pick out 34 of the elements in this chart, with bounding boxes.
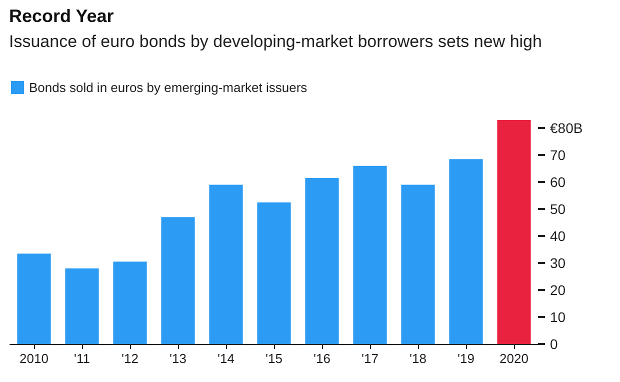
y-tick-label: 30: [550, 255, 566, 272]
bar: [401, 184, 435, 344]
x-tick-label: '12: [122, 351, 138, 366]
y-tick-label: 70: [550, 147, 566, 164]
x-tick-label: '14: [218, 351, 234, 366]
bar: [161, 217, 195, 344]
x-tick-label: '17: [362, 351, 378, 366]
chart-subtitle: Issuance of euro bonds by developing-market borrowers sets new high: [9, 32, 542, 51]
y-tick-label: 50: [550, 201, 566, 218]
bar: [497, 120, 531, 344]
x-tick-label: '15: [266, 351, 282, 366]
x-tick-label: '13: [170, 351, 186, 366]
y-tick-label: 60: [550, 174, 566, 190]
x-tick-label: '11: [74, 351, 90, 366]
bar: [353, 166, 387, 344]
x-tick-label: 2020: [500, 351, 528, 366]
x-tick-label: '19: [458, 351, 474, 366]
y-tick-label: 20: [550, 282, 566, 298]
bar: [257, 202, 291, 344]
y-tick-label: 40: [550, 228, 566, 244]
bar: [209, 184, 243, 344]
y-tick-label: 0: [550, 336, 558, 352]
x-tick-label: '18: [410, 351, 426, 366]
chart-title: Record Year: [9, 6, 114, 26]
y-tick-label: 10: [550, 309, 566, 326]
bar: [113, 262, 147, 344]
legend-label: Bonds sold in euros by emerging-market issuers: [29, 80, 308, 95]
bar: [305, 178, 339, 344]
x-tick-label: '16: [314, 351, 330, 366]
bar: [65, 268, 99, 344]
bar: [449, 159, 483, 344]
bar: [17, 254, 51, 344]
x-tick-label: 2010: [20, 351, 48, 366]
y-tick-label: €80B: [550, 120, 583, 136]
